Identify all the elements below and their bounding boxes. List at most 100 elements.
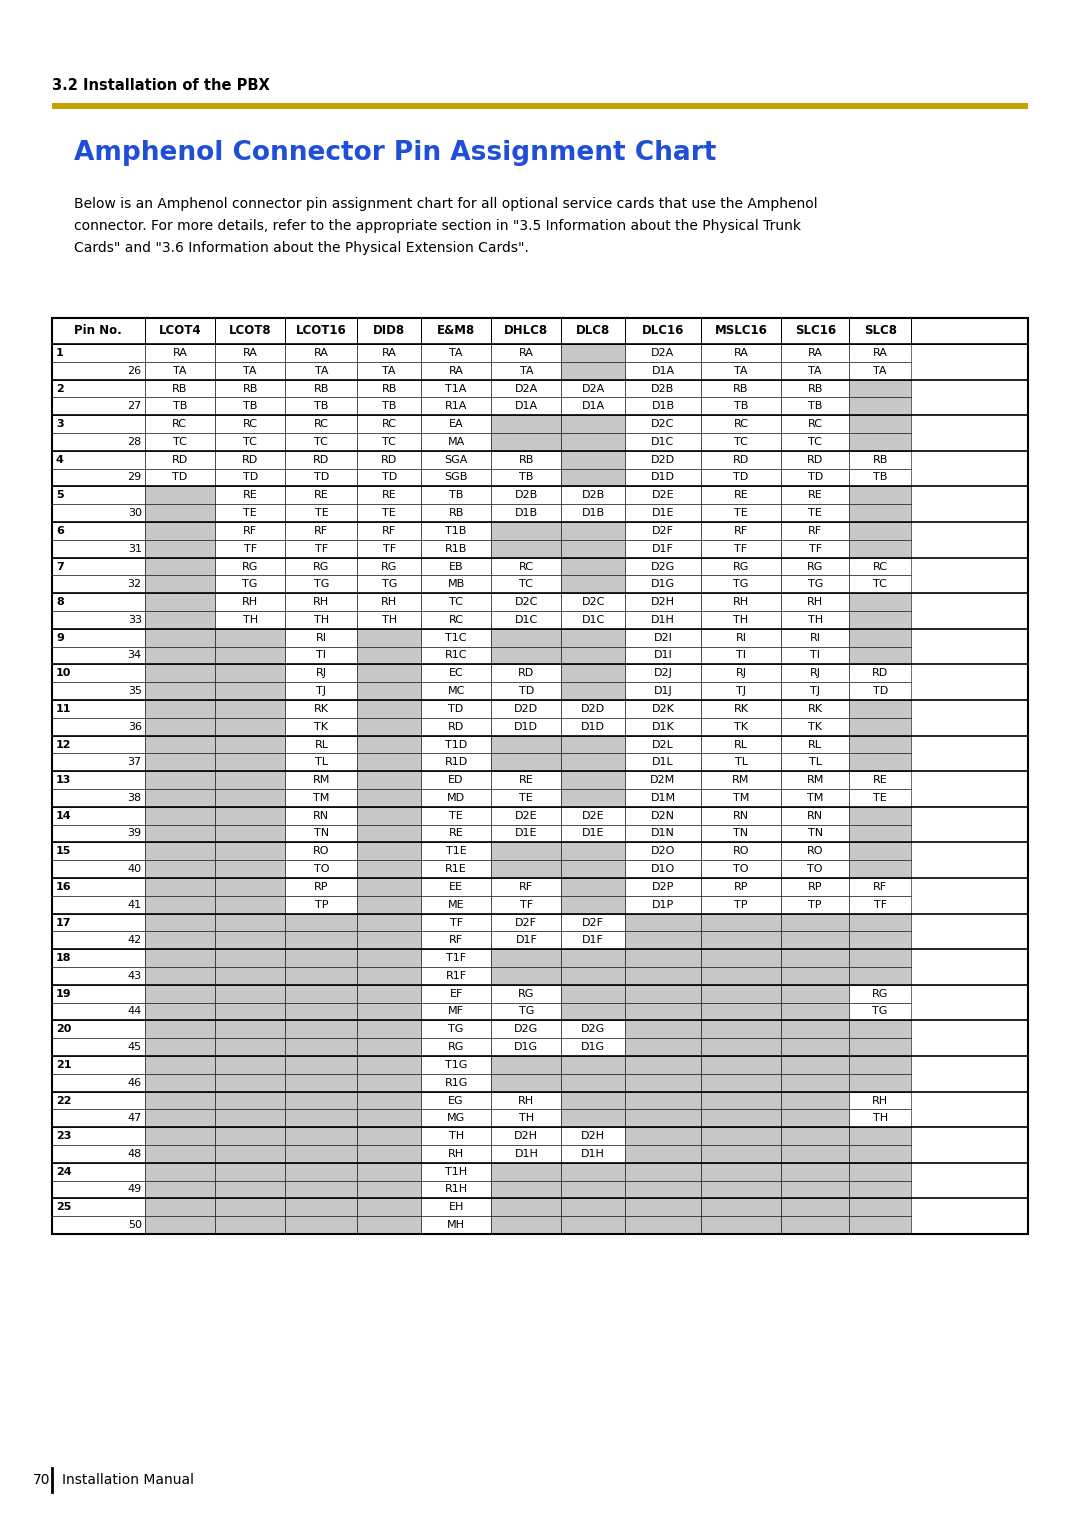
Bar	[285, 593, 357, 611]
Text: RD: RD	[242, 455, 258, 465]
Text: RG: RG	[448, 1042, 464, 1053]
Bar	[562, 593, 625, 611]
Text: 1: 1	[56, 348, 64, 358]
Bar	[849, 895, 910, 914]
Bar	[849, 1216, 910, 1235]
Bar	[421, 1056, 491, 1074]
Text: TH: TH	[314, 614, 329, 625]
Text: 39: 39	[127, 828, 141, 839]
Text: 26: 26	[127, 365, 141, 376]
Text: TE: TE	[734, 509, 748, 518]
Bar	[701, 842, 781, 860]
Bar	[52, 1128, 145, 1144]
Text: RH: RH	[807, 597, 823, 607]
Text: TK: TK	[734, 721, 748, 732]
Bar	[491, 646, 562, 665]
Bar	[849, 344, 910, 362]
Bar	[781, 611, 849, 630]
Bar	[357, 486, 421, 504]
Bar	[491, 1144, 562, 1163]
Text: RO: RO	[733, 847, 750, 856]
Text: TM: TM	[807, 793, 823, 802]
Text: EB: EB	[449, 561, 463, 571]
Text: RD: RD	[381, 455, 397, 465]
Text: D2C: D2C	[515, 597, 538, 607]
Bar	[215, 967, 285, 986]
Bar	[701, 1038, 781, 1056]
Text: 70: 70	[32, 1473, 50, 1487]
Bar	[215, 1109, 285, 1128]
Text: TO: TO	[313, 865, 329, 874]
Bar	[562, 397, 625, 416]
Bar	[421, 1198, 491, 1216]
Bar	[421, 986, 491, 1002]
Bar	[52, 486, 145, 504]
Text: TF: TF	[449, 917, 462, 927]
Bar	[357, 1038, 421, 1056]
Text: EF: EF	[449, 989, 462, 999]
Bar	[421, 807, 491, 825]
Bar	[145, 539, 215, 558]
Text: TF: TF	[734, 544, 747, 553]
Bar	[701, 397, 781, 416]
Text: R1E: R1E	[445, 865, 467, 874]
Bar	[215, 432, 285, 451]
Text: 32: 32	[127, 579, 141, 590]
Text: TD: TD	[314, 472, 329, 483]
Text: RK: RK	[314, 704, 329, 714]
Bar	[285, 681, 357, 700]
Bar	[215, 895, 285, 914]
Bar	[849, 432, 910, 451]
Bar	[562, 1074, 625, 1091]
Bar	[285, 397, 357, 416]
Text: RP: RP	[808, 882, 823, 892]
Text: D1E: D1E	[515, 828, 538, 839]
Bar	[357, 1091, 421, 1109]
Bar	[285, 558, 357, 576]
Text: RE: RE	[448, 828, 463, 839]
Bar	[52, 646, 145, 665]
Text: RE: RE	[808, 490, 823, 500]
Bar	[781, 379, 849, 397]
Bar	[357, 1128, 421, 1144]
Text: D1P: D1P	[652, 900, 674, 909]
Bar	[285, 1144, 357, 1163]
Text: MB: MB	[447, 579, 464, 590]
Bar	[357, 318, 421, 344]
Text: 19: 19	[56, 989, 71, 999]
Text: TB: TB	[243, 402, 257, 411]
Bar	[562, 1091, 625, 1109]
Bar	[849, 1163, 910, 1181]
Text: RF: RF	[449, 935, 463, 946]
Text: 18: 18	[56, 953, 71, 963]
Bar	[145, 646, 215, 665]
Bar	[701, 932, 781, 949]
Bar	[491, 576, 562, 593]
Bar	[781, 1056, 849, 1074]
Bar	[781, 576, 849, 593]
Bar	[562, 539, 625, 558]
Text: TD: TD	[172, 472, 188, 483]
Bar	[781, 1163, 849, 1181]
Text: TB: TB	[382, 402, 396, 411]
Bar	[52, 318, 145, 344]
Bar	[781, 1198, 849, 1216]
Bar	[701, 879, 781, 895]
Text: D1I: D1I	[653, 651, 673, 660]
Bar	[781, 665, 849, 681]
Bar	[781, 362, 849, 379]
Bar	[145, 362, 215, 379]
Bar	[701, 1128, 781, 1144]
Bar	[491, 1128, 562, 1144]
Bar	[285, 788, 357, 807]
Bar	[285, 879, 357, 895]
Text: TL: TL	[734, 758, 747, 767]
Bar	[701, 576, 781, 593]
Bar	[562, 504, 625, 523]
Text: 11: 11	[56, 704, 71, 714]
Text: R1A: R1A	[445, 402, 468, 411]
Bar	[285, 1091, 357, 1109]
Text: RB: RB	[381, 384, 396, 394]
Bar	[781, 860, 849, 879]
Text: D1A: D1A	[582, 402, 605, 411]
